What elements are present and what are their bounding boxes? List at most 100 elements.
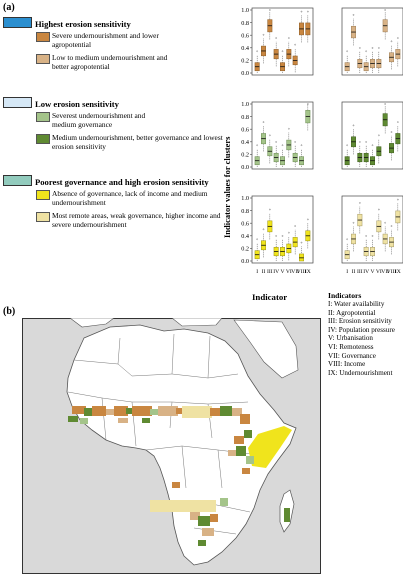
legend-item-1a-text: Severe undernourishment and lower agropo… — [52, 31, 159, 49]
y-tick-label: 0.0 — [241, 70, 249, 77]
box — [299, 144, 304, 167]
indicator-3: III: Erosion sensitivity — [328, 317, 392, 326]
box — [292, 225, 298, 255]
x-tick-label: I — [346, 269, 348, 275]
box — [389, 131, 394, 161]
box — [299, 241, 304, 262]
y-tick-label: 0.0 — [241, 164, 249, 171]
legend-group-3-title: Poorest governance and high erosion sens… — [35, 177, 209, 187]
box — [395, 37, 401, 67]
legend-item-2a-swatch — [36, 112, 50, 122]
box — [395, 121, 401, 152]
legend-item-1a-swatch — [36, 32, 50, 42]
box — [370, 235, 375, 261]
box — [344, 144, 350, 167]
box — [357, 141, 363, 167]
box — [267, 9, 273, 40]
legend-item-3b-text: Most remote areas, weak governance, high… — [52, 211, 221, 229]
box — [370, 144, 375, 167]
indicators-list: Indicators I: Water availability II: Agr… — [328, 291, 403, 377]
box — [363, 235, 369, 261]
x-tick-label: VII — [381, 269, 389, 275]
legend-group-2-swatch — [3, 97, 32, 108]
box — [351, 221, 356, 252]
legend-group-1: Highest erosion sensitivity — [3, 17, 131, 30]
x-tick-label: IX — [305, 269, 311, 275]
y-tick-label: 1.0 — [241, 101, 249, 108]
legend-group-1-title: Highest erosion sensitivity — [35, 19, 131, 29]
boxplot-panel-3: 0.0 0.2 0.4 0.6 0.8 1.0 — [241, 101, 314, 171]
box — [292, 43, 298, 73]
legend-item-2b-swatch — [36, 134, 50, 144]
legend-item-2b-text: Medium undernourishment, better governan… — [52, 133, 223, 151]
box — [273, 235, 279, 261]
box — [382, 221, 388, 252]
x-tick-label: VI — [286, 269, 292, 275]
indicator-7: VII: Governance — [328, 351, 376, 360]
y-tick-label: 1.0 — [241, 7, 249, 14]
box — [305, 218, 311, 249]
y-tick-label: 0.6 — [241, 32, 249, 39]
x-tick-label: V — [280, 269, 284, 275]
legend-group-2-title: Low erosion sensitivity — [35, 99, 119, 109]
box — [389, 225, 394, 255]
y-tick-label: 0.4 — [241, 45, 249, 52]
legend-group-3: Poorest governance and high erosion sens… — [3, 175, 209, 188]
box — [344, 238, 350, 261]
box — [280, 144, 285, 167]
legend-item-2a-text: Severest undernourishment and medium gov… — [52, 111, 146, 129]
box — [286, 127, 292, 158]
box — [363, 141, 369, 167]
legend-item-1b-text: Low to medium undernourishment and bette… — [52, 53, 168, 71]
cluster-horn — [228, 426, 292, 474]
box — [254, 144, 260, 167]
y-axis-title: Indicator values for clusters — [222, 136, 232, 238]
y-tick-label: 0.8 — [241, 114, 249, 121]
y-tick-label: 0.6 — [241, 220, 249, 227]
y-tick-label: 1.0 — [241, 195, 249, 202]
boxplot-panel-2 — [341, 7, 403, 76]
box — [299, 10, 304, 43]
y-tick-label: 0.4 — [241, 233, 249, 240]
box — [376, 47, 382, 73]
box — [305, 10, 311, 43]
box — [376, 208, 382, 240]
y-tick-label: 0.0 — [241, 258, 249, 265]
indicator-1: I: Water availability — [328, 300, 385, 308]
x-tick-label: VIII — [387, 269, 397, 275]
box — [286, 231, 292, 261]
x-tick-label: IV — [273, 269, 279, 275]
panel-b-label: (b) — [3, 306, 16, 317]
x-tick-label: II — [262, 269, 266, 275]
legend: Highest erosion sensitivity Severe under… — [3, 14, 233, 239]
cluster-south — [150, 482, 290, 546]
indicator-6: VI: Remoteness — [328, 342, 374, 351]
y-tick-label: 0.8 — [241, 20, 249, 27]
legend-item-3b-swatch — [36, 212, 50, 222]
box — [261, 228, 266, 258]
box — [395, 198, 401, 231]
y-tick-label: 0.6 — [241, 126, 249, 133]
boxplot-panel-4 — [341, 101, 403, 170]
x-tick-label: III — [267, 269, 273, 275]
legend-item-3a-text: Absence of governance, lack of income an… — [52, 189, 208, 207]
x-tick-label: VII — [291, 269, 299, 275]
y-tick-label: 0.2 — [241, 58, 249, 65]
box — [267, 208, 273, 240]
x-tick-label: IV — [363, 269, 369, 275]
y-tick-label: 0.8 — [241, 208, 249, 215]
indicators-title: Indicators — [328, 291, 362, 300]
box — [351, 124, 356, 155]
panel-a-label: (a) — [3, 2, 15, 13]
legend-item-3a-swatch — [36, 190, 50, 200]
box — [382, 9, 388, 40]
y-tick-label: 0.2 — [241, 152, 249, 159]
indicator-4: IV: Population pressure — [328, 325, 395, 334]
box — [389, 40, 394, 70]
box — [280, 50, 285, 73]
box — [363, 50, 369, 73]
boxplot-panel-1: 0.0 0.2 0.4 0.6 0.8 1.0 — [241, 7, 314, 77]
africa-landmass — [66, 324, 297, 566]
cluster-sahel — [68, 406, 250, 424]
